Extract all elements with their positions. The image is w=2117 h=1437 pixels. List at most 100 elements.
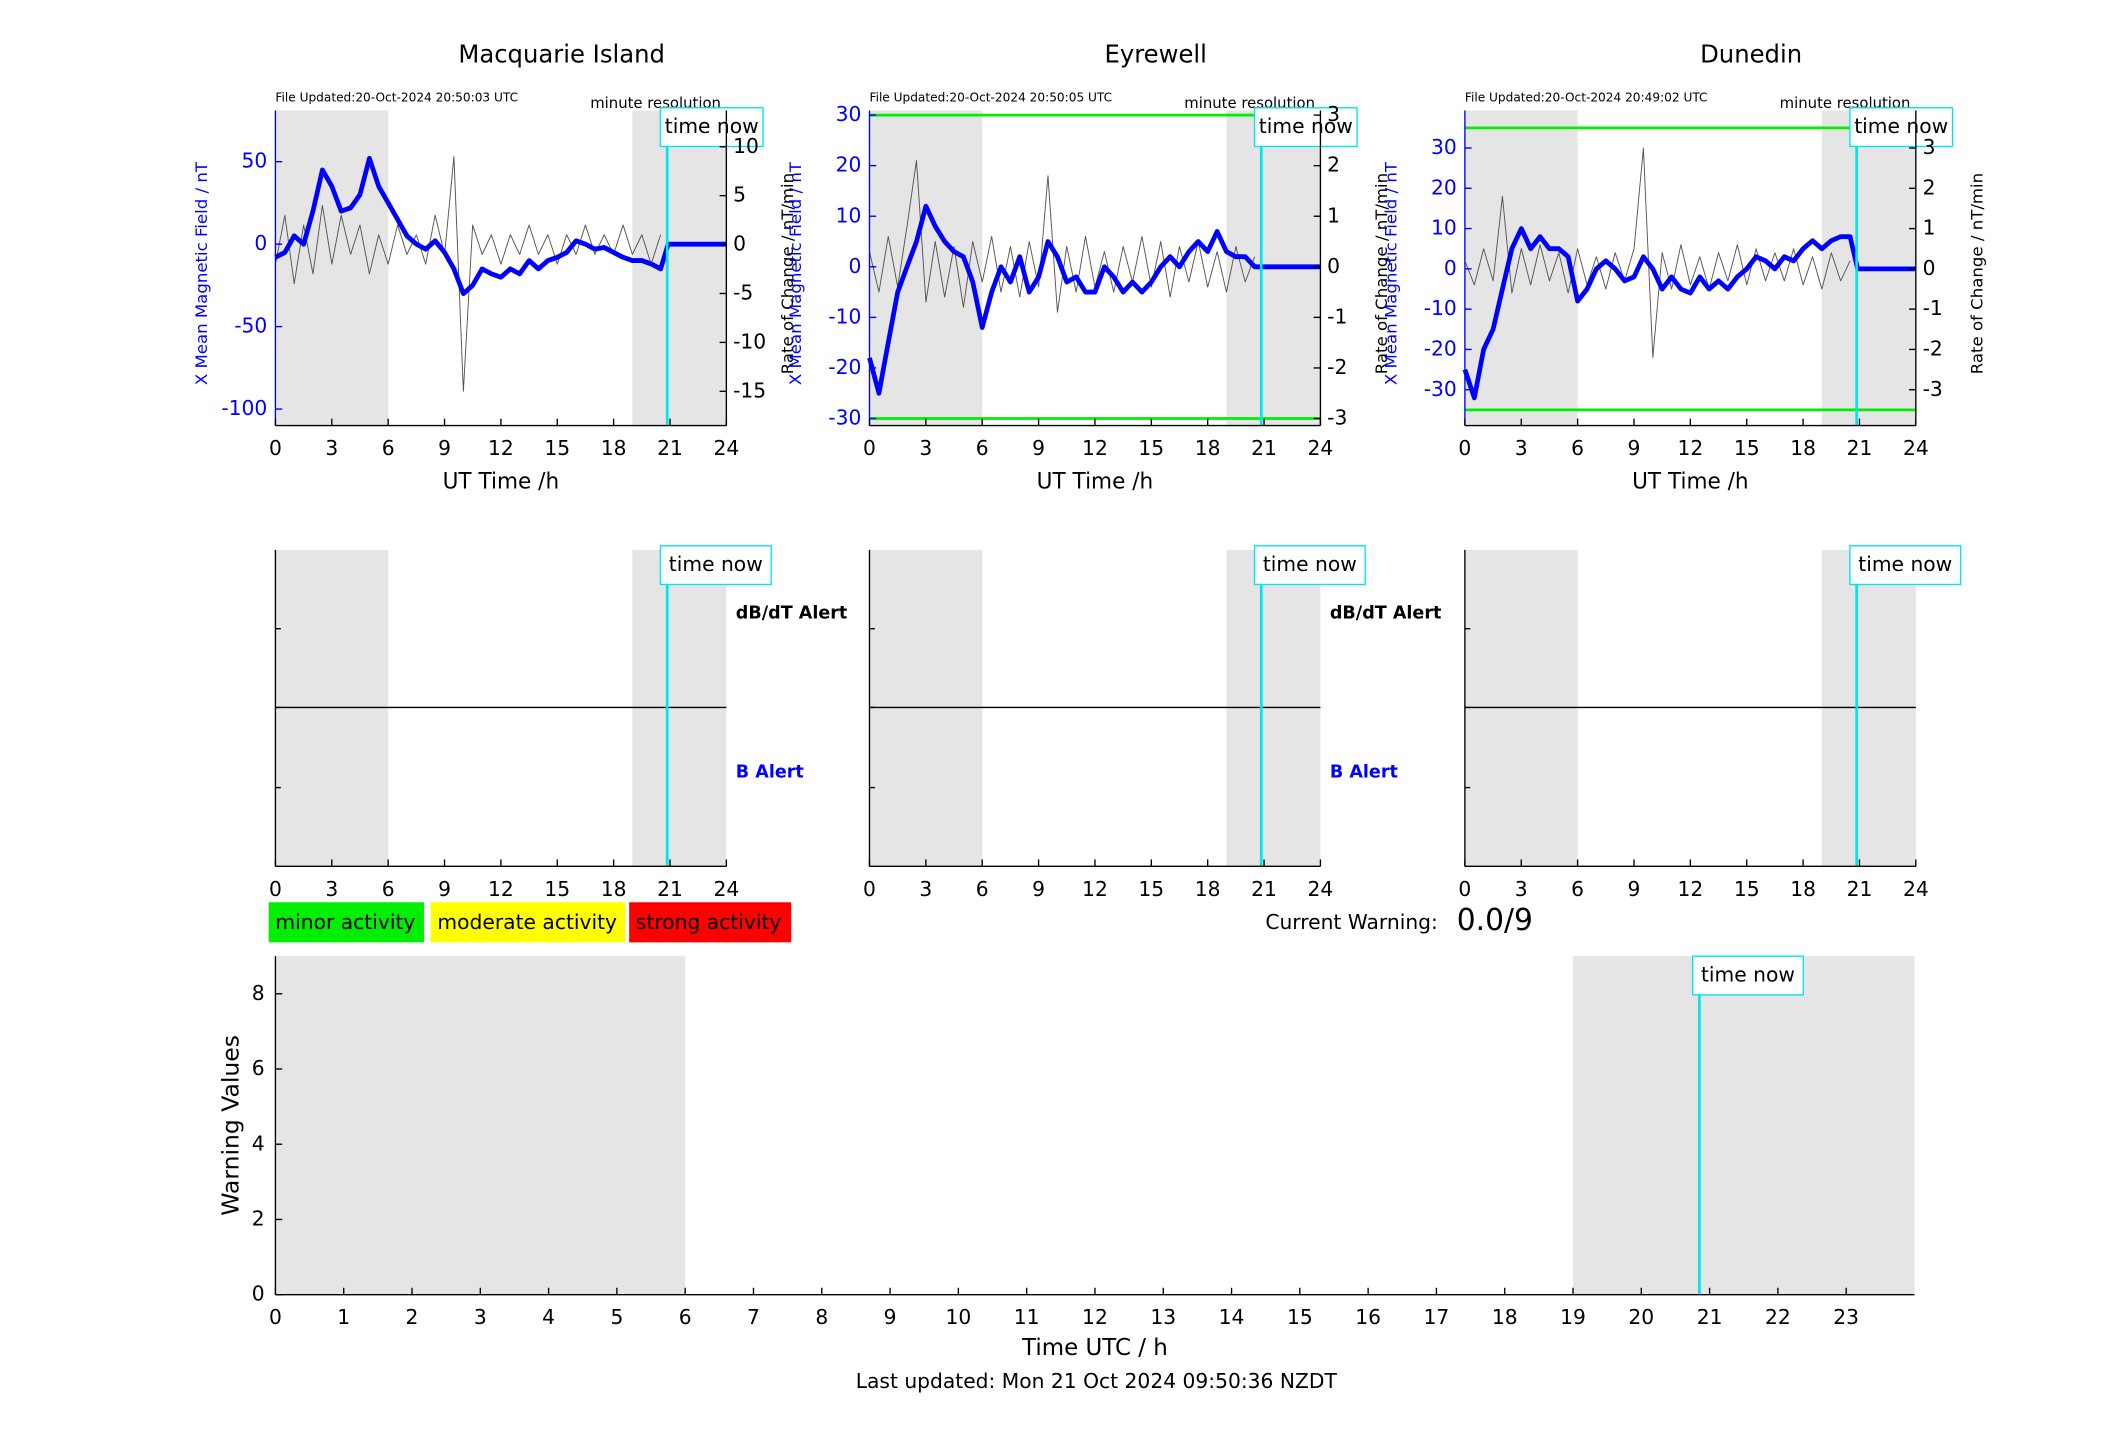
time-now-label: time now xyxy=(1701,962,1795,986)
y-tick-label: 30 xyxy=(836,102,862,126)
x-tick-label: 0 xyxy=(863,877,876,901)
x-tick-label: 12 xyxy=(1677,877,1703,901)
time-now-label: time now xyxy=(665,114,759,138)
x-tick-label: 24 xyxy=(1308,877,1334,901)
x-tick-label: 15 xyxy=(1734,436,1760,460)
y-tick-label: 0 xyxy=(848,254,861,278)
x-tick-label: 15 xyxy=(1138,436,1164,460)
y2-tick-label: -2 xyxy=(1327,355,1347,379)
y-tick-label: -30 xyxy=(1424,377,1457,401)
x-tick-label: 15 xyxy=(1734,877,1760,901)
field-line xyxy=(274,155,727,297)
y2-tick-label: 0 xyxy=(1327,254,1340,278)
x-tick-label: 6 xyxy=(679,1305,692,1329)
y-tick-label: -20 xyxy=(828,355,861,379)
x-tick-label: 3 xyxy=(325,877,338,901)
time-now-label: time now xyxy=(669,552,763,576)
x-tick-label: 12 xyxy=(488,877,514,901)
x-tick-label: 18 xyxy=(1492,1305,1518,1329)
y2-tick-label: 2 xyxy=(1327,153,1340,177)
x-tick-label: 23 xyxy=(1833,1305,1859,1329)
x-tick-label: 24 xyxy=(1308,436,1334,460)
y-axis-label: Warning Values xyxy=(218,1035,245,1216)
time-now-label: time now xyxy=(1259,114,1353,138)
time-now-box xyxy=(1253,107,1358,148)
y2-tick-label: -1 xyxy=(1327,304,1347,328)
x-axis-label: Time UTC / h xyxy=(1021,1334,1168,1361)
x-tick-label: 5 xyxy=(610,1305,623,1329)
y2-tick-label: 3 xyxy=(1327,102,1340,126)
x-tick-label: 15 xyxy=(544,877,570,901)
x-tick-label: 9 xyxy=(884,1305,897,1329)
x-tick-label: 9 xyxy=(438,436,451,460)
y-tick-label: 6 xyxy=(252,1056,265,1080)
y-axis-label: X Mean Magnetic Field / nT xyxy=(192,161,211,385)
x-tick-label: 6 xyxy=(382,436,395,460)
field-line xyxy=(867,203,1321,396)
x-tick-label: 9 xyxy=(438,877,451,901)
x-tick-label: 0 xyxy=(1458,877,1471,901)
time-now-box xyxy=(659,545,772,586)
y-axis-label: X Mean Magnetic Field / nT xyxy=(786,161,805,385)
y2-tick-label: -1 xyxy=(1923,296,1943,320)
x-tick-label: 3 xyxy=(474,1305,487,1329)
x-tick-label: 18 xyxy=(1790,436,1816,460)
x-tick-label: 0 xyxy=(269,1305,282,1329)
y-tick-label: 20 xyxy=(1431,175,1457,199)
shaded-region xyxy=(1464,110,1578,426)
shaded-region xyxy=(1573,956,1915,1295)
y-tick-label: -10 xyxy=(1424,296,1457,320)
x-tick-label: 11 xyxy=(1014,1305,1040,1329)
x-tick-label: 4 xyxy=(542,1305,555,1329)
x-tick-label: 17 xyxy=(1424,1305,1450,1329)
y2-tick-label: 2 xyxy=(1923,175,1936,199)
x-tick-label: 12 xyxy=(1082,436,1108,460)
last-updated: Last updated: Mon 21 Oct 2024 09:50:36 N… xyxy=(856,1369,1338,1393)
x-tick-label: 9 xyxy=(1628,436,1641,460)
time-now-box xyxy=(659,107,764,148)
y-tick-label: 10 xyxy=(836,203,862,227)
x-tick-label: 24 xyxy=(1903,877,1929,901)
shaded-region xyxy=(869,110,983,426)
y2-tick-label: -5 xyxy=(733,280,753,304)
x-tick-label: 0 xyxy=(269,877,282,901)
x-tick-label: 6 xyxy=(976,436,989,460)
x-tick-label: 3 xyxy=(1515,877,1528,901)
x-tick-label: 20 xyxy=(1628,1305,1654,1329)
x-tick-label: 15 xyxy=(1138,877,1164,901)
x-tick-label: 15 xyxy=(1287,1305,1313,1329)
y-tick-label: 4 xyxy=(252,1131,265,1155)
alert-label: B Alert xyxy=(736,762,805,782)
x-tick-label: 6 xyxy=(976,877,989,901)
y2-tick-label: 10 xyxy=(733,134,759,158)
x-tick-label: 21 xyxy=(1251,436,1277,460)
x-tick-label: 7 xyxy=(747,1305,760,1329)
activity-label: minor activity xyxy=(275,910,415,934)
time-now-label: time now xyxy=(1854,114,1948,138)
y-axis-label: X Mean Magnetic Field / nT xyxy=(1382,161,1401,385)
x-tick-label: 3 xyxy=(1515,436,1528,460)
alert-label: dB/dT Alert xyxy=(736,603,848,623)
activity-swatch xyxy=(430,902,626,943)
x-tick-label: 21 xyxy=(1697,1305,1723,1329)
time-now-box xyxy=(1691,955,1804,996)
x-tick-label: 6 xyxy=(1571,877,1584,901)
x-tick-label: 9 xyxy=(1628,877,1641,901)
y2-tick-label: -15 xyxy=(733,378,766,402)
y-tick-label: -100 xyxy=(221,396,267,420)
y-tick-label: 0 xyxy=(1444,256,1457,280)
current-warning-value: 0.0/9 xyxy=(1457,903,1533,938)
time-now-label: time now xyxy=(1858,552,1952,576)
x-tick-label: 13 xyxy=(1150,1305,1176,1329)
activity-label: moderate activity xyxy=(437,910,617,934)
x-tick-label: 3 xyxy=(919,877,932,901)
y-tick-label: 50 xyxy=(242,149,268,173)
x-tick-label: 6 xyxy=(382,877,395,901)
x-tick-label: 9 xyxy=(1032,436,1045,460)
y2-tick-label: 5 xyxy=(733,183,746,207)
x-tick-label: 8 xyxy=(815,1305,828,1329)
y-tick-label: 30 xyxy=(1431,135,1457,159)
x-tick-label: 12 xyxy=(488,436,514,460)
time-now-label: time now xyxy=(1263,552,1357,576)
